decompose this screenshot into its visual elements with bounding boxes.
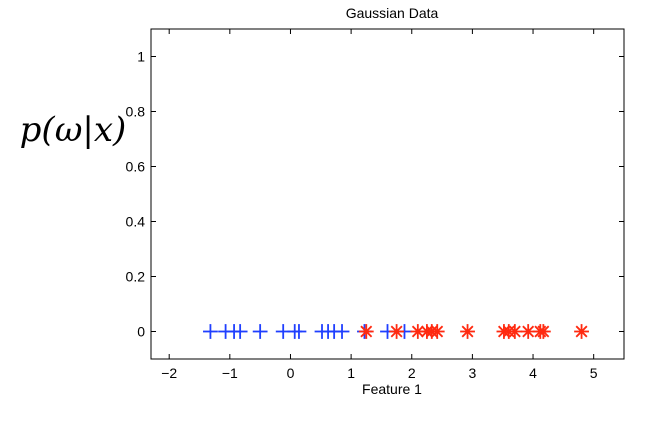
axis-ticks: −2 −1 0 1 2 3 4 5 0 0.2 0.4 0.6 0.8 1 [126, 29, 624, 381]
plus-marker-point [252, 324, 268, 339]
plus-marker-point [203, 324, 218, 339]
y-axis-label: p(ω|x) [20, 110, 127, 150]
star-marker-point [520, 324, 536, 339]
star-marker-point [535, 324, 551, 339]
x-tick-label: −1 [222, 365, 238, 381]
star-marker-point [574, 324, 589, 339]
plus-marker-point [334, 324, 350, 339]
y-tick-label: 0.6 [126, 159, 146, 175]
y-tick-label: 1 [137, 49, 145, 65]
y-tick-label: 0.8 [126, 104, 146, 120]
y-tick-label: 0 [137, 324, 145, 340]
data-points [203, 324, 589, 339]
plus-marker-point [232, 324, 248, 339]
y-tick-label: 0.2 [126, 269, 146, 285]
x-tick-label: 0 [287, 365, 295, 381]
chart-title: Gaussian Data [346, 5, 439, 21]
star-marker-point [429, 324, 445, 339]
y-tick-label: 0.4 [126, 214, 146, 230]
star-marker-point [507, 324, 523, 339]
x-axis-label: Feature 1 [362, 381, 422, 397]
x-tick-label: −2 [161, 365, 177, 381]
plus-marker-point [291, 324, 307, 339]
star-marker-point [460, 324, 475, 339]
plot-area [150, 28, 625, 360]
star-marker-point [358, 324, 374, 339]
x-tick-label: 4 [529, 365, 537, 381]
star-marker-point [389, 324, 404, 339]
x-tick-label: 1 [347, 365, 355, 381]
x-tick-label: 5 [590, 365, 598, 381]
x-tick-label: 3 [468, 365, 476, 381]
x-tick-label: 2 [408, 365, 416, 381]
